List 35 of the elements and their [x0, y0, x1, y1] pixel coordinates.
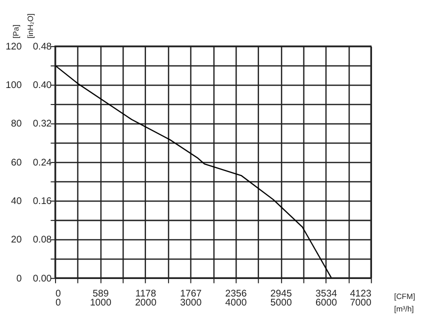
y2-tick-label: 0.24	[32, 157, 52, 168]
y-tick-label: 20	[11, 234, 22, 246]
x-tick-label: 0	[56, 288, 61, 300]
x2-tick-label: 6000	[316, 297, 337, 308]
y2-tick-label: 0.40	[32, 80, 52, 92]
x-axis-title: [CFM]	[394, 292, 416, 302]
x2-tick-label: 1000	[90, 297, 112, 308]
x-tick-label: 3534	[316, 288, 338, 300]
x2-tick-label: 5000	[270, 297, 292, 308]
line-series	[54, 64, 332, 278]
y2-tick-label: 0.16	[32, 196, 52, 208]
y-tick-label: 40	[11, 196, 22, 208]
x2-tick-label: 4000	[225, 297, 247, 308]
y-axis-title: [Pa]	[11, 24, 20, 38]
x2-tick-label: 7000	[350, 297, 372, 308]
x-tick-label: 589	[92, 288, 109, 300]
x-tick-label: 4123	[350, 288, 372, 300]
y2-tick-label: 0.08	[32, 234, 52, 246]
y2-tick-label: 0.32	[32, 118, 52, 130]
y-tick-label: 80	[11, 118, 22, 130]
x2-tick-label: 3000	[180, 297, 202, 308]
x2-tick-label: 0	[56, 297, 61, 308]
y2-tick-label: 0.00	[32, 273, 52, 284]
x-tick-label: 2356	[225, 288, 247, 300]
y-tick-label: 120	[6, 41, 22, 52]
x2-tick-label: 2000	[135, 297, 157, 308]
x-tick-label: 1767	[180, 288, 202, 300]
y2-tick-label: 0.48	[32, 41, 52, 52]
x-tick-label: 1178	[135, 288, 156, 300]
x-tick-label: 2945	[270, 288, 292, 300]
y2-axis-title: [inH₂O]	[26, 13, 35, 38]
x2-axis-title: [m³/h]	[394, 304, 414, 314]
y-tick-label: 0	[16, 273, 22, 284]
y-tick-label: 60	[11, 157, 22, 168]
y-tick-label: 100	[6, 80, 22, 92]
